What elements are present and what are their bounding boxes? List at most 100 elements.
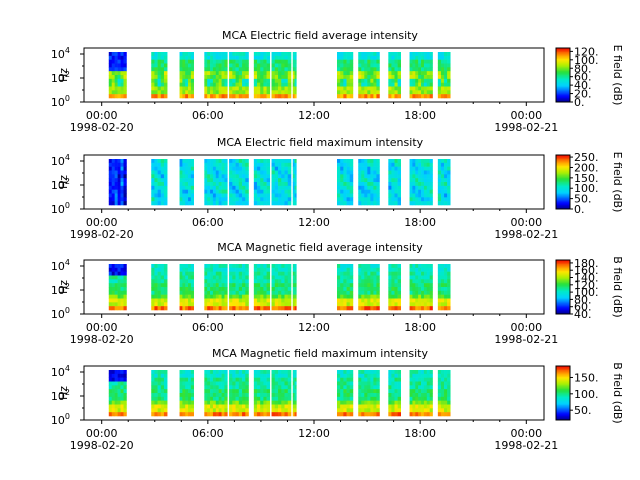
spectrogram-cell xyxy=(440,55,445,60)
spectrogram-cell xyxy=(157,75,162,80)
data-segment xyxy=(253,370,271,417)
spectrogram-cell xyxy=(349,275,354,280)
spectrogram-cell xyxy=(346,306,351,311)
spectrogram-cell xyxy=(447,271,451,276)
spectrogram-cell xyxy=(440,393,445,398)
spectrogram-cell xyxy=(111,290,115,295)
spectrogram-cell xyxy=(281,59,285,64)
spectrogram-cell xyxy=(179,377,183,382)
spectrogram-cell xyxy=(238,193,243,198)
spectrogram-cell xyxy=(397,90,401,95)
spectrogram-cell xyxy=(429,178,433,183)
spectrogram-cell xyxy=(337,166,341,171)
spectrogram-cell xyxy=(229,370,233,375)
spectrogram-cell xyxy=(154,290,158,295)
data-segment xyxy=(271,52,292,99)
spectrogram-cell xyxy=(349,162,354,167)
date-label-start: 1998-02-20 xyxy=(70,228,134,241)
spectrogram-cell xyxy=(397,55,401,60)
spectrogram-cell xyxy=(160,197,165,202)
spectrogram-cell xyxy=(340,400,344,405)
spectrogram-cell xyxy=(229,404,233,409)
spectrogram-cell xyxy=(376,193,380,198)
spectrogram-cell xyxy=(154,381,158,386)
spectrogram-cell xyxy=(224,182,228,187)
spectrogram-cell xyxy=(429,90,433,95)
spectrogram-cell xyxy=(185,302,189,307)
spectrogram-cell xyxy=(437,75,442,80)
spectrogram-cell xyxy=(190,94,194,99)
spectrogram-cell xyxy=(204,193,208,198)
spectrogram-cell xyxy=(114,90,118,95)
spectrogram-cell xyxy=(409,52,413,57)
spectrogram-cell xyxy=(447,193,451,198)
spectrogram-cell xyxy=(287,86,292,91)
spectrogram-cell xyxy=(397,166,401,171)
spectrogram-cell xyxy=(154,52,158,57)
spectrogram-cell xyxy=(340,381,344,386)
y-tick-exponent: 4 xyxy=(65,258,70,267)
spectrogram-cell xyxy=(188,201,192,206)
spectrogram-cell xyxy=(232,370,236,375)
spectrogram-cell xyxy=(157,377,162,382)
data-segment xyxy=(358,159,380,206)
spectrogram-cell xyxy=(292,67,295,72)
spectrogram-cell xyxy=(271,385,276,390)
spectrogram-cell xyxy=(294,55,297,60)
spectrogram-cell xyxy=(388,267,392,272)
spectrogram-cell xyxy=(388,412,392,417)
spectrogram-cell xyxy=(367,75,371,80)
spectrogram-cell xyxy=(437,78,442,83)
spectrogram-cell xyxy=(204,389,208,394)
spectrogram-cell xyxy=(284,267,289,272)
spectrogram-cell xyxy=(409,55,413,60)
spectrogram-cell xyxy=(242,404,246,409)
spectrogram-cell xyxy=(376,404,380,409)
spectrogram-cell xyxy=(151,412,155,417)
spectrogram-cell xyxy=(117,279,121,284)
spectrogram-cell xyxy=(367,283,371,288)
spectrogram-cell xyxy=(429,182,433,187)
spectrogram-cell xyxy=(157,182,162,187)
spectrogram-cell xyxy=(215,267,219,272)
spectrogram-cell xyxy=(160,385,165,390)
spectrogram-cell xyxy=(287,408,292,413)
spectrogram-cell xyxy=(123,189,127,194)
spectrogram-cell xyxy=(185,159,189,164)
spectrogram-cell xyxy=(260,393,264,398)
spectrogram-cell xyxy=(224,52,228,57)
spectrogram-cell xyxy=(218,381,222,386)
colorbar-swatch xyxy=(556,70,570,73)
spectrogram-cell xyxy=(292,279,295,284)
data-segment xyxy=(108,52,127,99)
spectrogram-cell xyxy=(376,370,380,375)
spectrogram-cell xyxy=(426,377,430,382)
spectrogram-cell xyxy=(266,283,271,288)
spectrogram-cell xyxy=(179,174,183,179)
spectrogram-cell xyxy=(245,302,249,307)
colorbar-swatch xyxy=(556,280,570,282)
spectrogram-cell xyxy=(447,404,451,409)
spectrogram-cell xyxy=(253,94,258,99)
spectrogram-cell xyxy=(415,373,419,378)
spectrogram-cell xyxy=(388,287,392,292)
spectrogram-cell xyxy=(423,201,428,206)
spectrogram-cell xyxy=(274,78,279,83)
spectrogram-cell xyxy=(292,86,295,91)
spectrogram-cell xyxy=(266,294,271,299)
spectrogram-cell xyxy=(242,373,246,378)
spectrogram-cell xyxy=(210,178,214,183)
spectrogram-cell xyxy=(423,408,428,413)
colorbar-swatch xyxy=(556,183,570,186)
spectrogram-cell xyxy=(215,67,219,72)
spectrogram-cell xyxy=(373,94,377,99)
spectrogram-cell xyxy=(154,275,158,280)
spectrogram-cell xyxy=(367,201,371,206)
data-segment xyxy=(337,370,354,417)
spectrogram-cell xyxy=(117,170,121,175)
spectrogram-cell xyxy=(409,377,413,382)
spectrogram-cell xyxy=(271,90,276,95)
spectrogram-cell xyxy=(238,287,243,292)
spectrogram-cell xyxy=(284,396,289,401)
spectrogram-cell xyxy=(263,381,267,386)
